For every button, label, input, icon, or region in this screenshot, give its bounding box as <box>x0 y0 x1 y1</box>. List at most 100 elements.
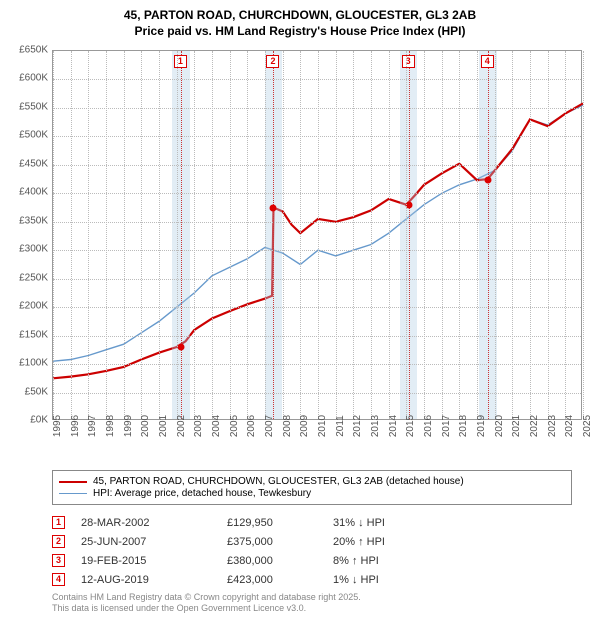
sales-table: 128-MAR-2002£129,95031% ↓ HPI225-JUN-200… <box>52 516 572 592</box>
x-axis: 1995199619971998199920002001200220032004… <box>52 422 582 462</box>
x-tick: 2000 <box>140 415 151 437</box>
sales-row-number: 2 <box>52 535 65 548</box>
gridline-v <box>71 51 72 419</box>
gridline-v <box>194 51 195 419</box>
sale-number-marker: 2 <box>266 55 279 68</box>
gridline-v <box>124 51 125 419</box>
sales-price: £129,950 <box>227 517 317 529</box>
y-tick: £100K <box>19 358 48 369</box>
x-tick: 1997 <box>87 415 98 437</box>
gridline-h <box>53 250 581 251</box>
gridline-h <box>53 393 581 394</box>
gridline-h <box>53 193 581 194</box>
sales-row-number: 4 <box>52 573 65 586</box>
sales-date: 19-FEB-2015 <box>81 555 211 567</box>
sale-number-marker: 3 <box>402 55 415 68</box>
x-tick: 2009 <box>299 415 310 437</box>
y-tick: £500K <box>19 130 48 141</box>
x-tick: 2001 <box>158 415 169 437</box>
gridline-v <box>283 51 284 419</box>
footer-attribution: Contains HM Land Registry data © Crown c… <box>52 592 361 614</box>
legend-swatch <box>59 481 87 483</box>
x-tick: 2024 <box>564 415 575 437</box>
y-tick: £250K <box>19 272 48 283</box>
gridline-v <box>530 51 531 419</box>
x-tick: 2003 <box>193 415 204 437</box>
y-tick: £350K <box>19 215 48 226</box>
sale-point <box>484 177 491 184</box>
x-tick: 2011 <box>335 415 346 437</box>
x-tick: 2017 <box>441 415 452 437</box>
sales-row: 225-JUN-2007£375,00020% ↑ HPI <box>52 535 572 548</box>
y-tick: £50K <box>25 386 48 397</box>
x-tick: 2016 <box>423 415 434 437</box>
x-tick: 2008 <box>282 415 293 437</box>
gridline-v <box>565 51 566 419</box>
sales-row: 412-AUG-2019£423,0001% ↓ HPI <box>52 573 572 586</box>
sales-pct: 20% ↑ HPI <box>333 536 433 548</box>
x-tick: 2006 <box>246 415 257 437</box>
x-tick: 2012 <box>352 415 363 437</box>
gridline-v <box>442 51 443 419</box>
gridline-v <box>459 51 460 419</box>
sales-price: £375,000 <box>227 536 317 548</box>
gridline-v <box>212 51 213 419</box>
x-tick: 1995 <box>52 415 63 437</box>
gridline-v <box>159 51 160 419</box>
gridline-h <box>53 336 581 337</box>
gridline-h <box>53 79 581 80</box>
x-tick: 1998 <box>105 415 116 437</box>
x-tick: 2005 <box>229 415 240 437</box>
gridline-v <box>477 51 478 419</box>
x-tick: 2022 <box>529 415 540 437</box>
y-tick: £300K <box>19 244 48 255</box>
gridline-v <box>318 51 319 419</box>
y-axis: £0K£50K£100K£150K£200K£250K£300K£350K£40… <box>0 50 50 420</box>
y-tick: £400K <box>19 187 48 198</box>
legend-item: 45, PARTON ROAD, CHURCHDOWN, GLOUCESTER,… <box>59 476 565 487</box>
gridline-h <box>53 307 581 308</box>
sales-price: £380,000 <box>227 555 317 567</box>
y-tick: £200K <box>19 301 48 312</box>
gridline-v <box>230 51 231 419</box>
sale-point <box>270 204 277 211</box>
sales-row: 1 28-MAR-2002 £129,950 31% ↓ HPI <box>52 516 572 529</box>
y-tick: £450K <box>19 158 48 169</box>
x-tick: 2018 <box>458 415 469 437</box>
gridline-v <box>495 51 496 419</box>
x-tick: 2025 <box>582 415 593 437</box>
x-tick: 2021 <box>511 415 522 437</box>
x-tick: 2002 <box>176 415 187 437</box>
sales-row-number: 1 <box>52 516 65 529</box>
x-tick: 2007 <box>264 415 275 437</box>
gridline-v <box>265 51 266 419</box>
sale-point <box>177 344 184 351</box>
gridline-v <box>106 51 107 419</box>
chart-title: 45, PARTON ROAD, CHURCHDOWN, GLOUCESTER,… <box>0 0 600 39</box>
x-tick: 1999 <box>123 415 134 437</box>
legend-label: 45, PARTON ROAD, CHURCHDOWN, GLOUCESTER,… <box>93 476 464 487</box>
gridline-h <box>53 364 581 365</box>
gridline-h <box>53 279 581 280</box>
legend-swatch <box>59 493 87 494</box>
y-tick: £600K <box>19 73 48 84</box>
x-tick: 2014 <box>388 415 399 437</box>
gridline-v <box>353 51 354 419</box>
x-tick: 2023 <box>547 415 558 437</box>
x-tick: 2019 <box>476 415 487 437</box>
x-tick: 2020 <box>494 415 505 437</box>
legend-label: HPI: Average price, detached house, Tewk… <box>93 488 311 499</box>
gridline-v <box>371 51 372 419</box>
gridline-h <box>53 136 581 137</box>
x-tick: 2015 <box>405 415 416 437</box>
sales-pct: 31% ↓ HPI <box>333 517 433 529</box>
y-tick: £150K <box>19 329 48 340</box>
gridline-h <box>53 108 581 109</box>
gridline-v <box>300 51 301 419</box>
gridline-v <box>177 51 178 419</box>
x-tick: 2004 <box>211 415 222 437</box>
sales-date: 28-MAR-2002 <box>81 517 211 529</box>
gridline-v <box>424 51 425 419</box>
gridline-h <box>53 222 581 223</box>
x-tick: 2010 <box>317 415 328 437</box>
